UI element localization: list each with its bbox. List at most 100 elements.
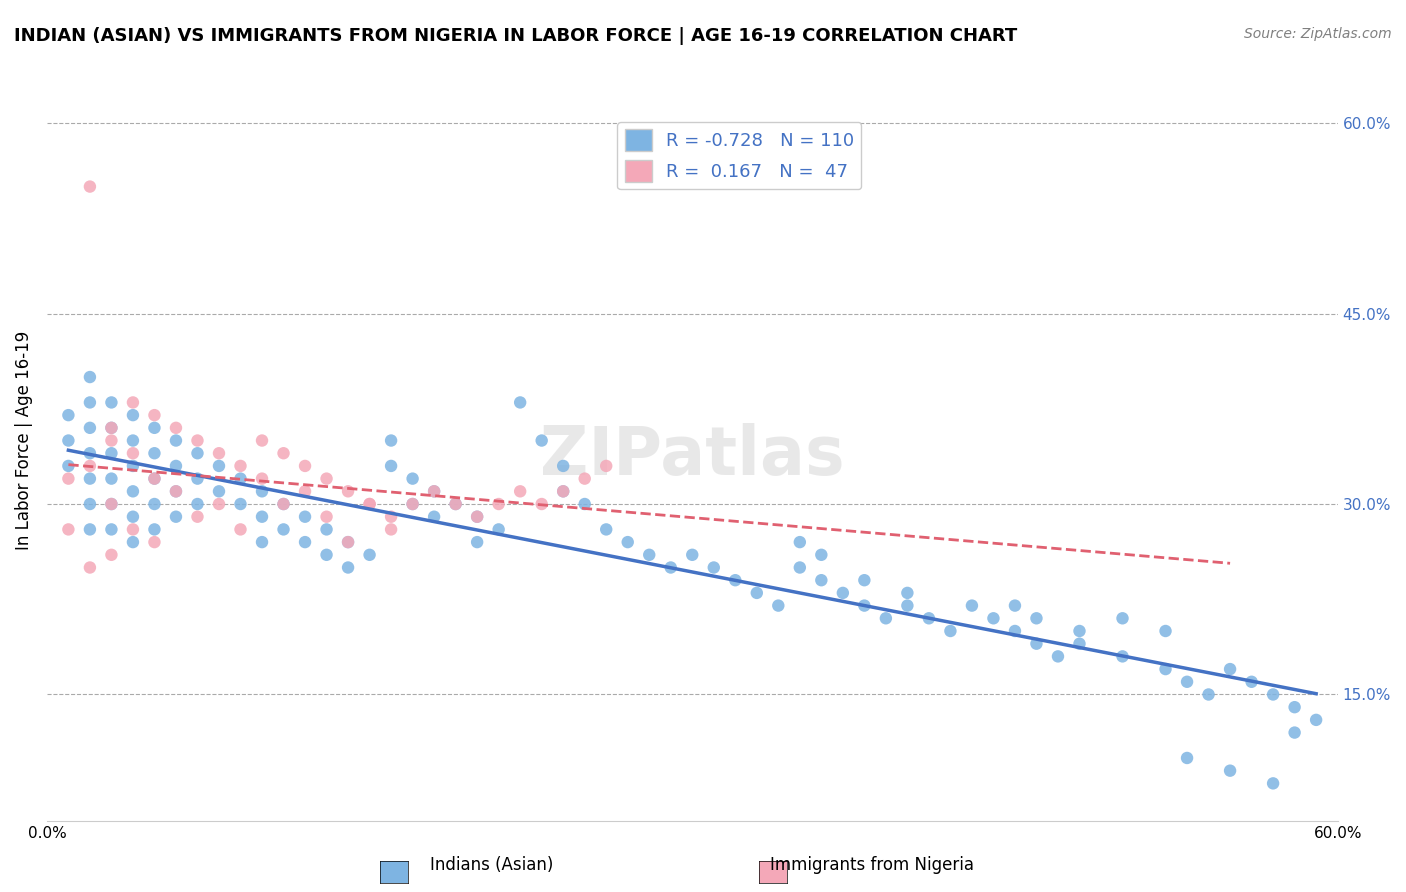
Point (530, 497, 553, 511)
Point (768, 599, 790, 613)
Point (100, 434, 122, 448)
Point (659, 560, 682, 574)
Point (810, 548, 832, 562)
Point (79, 472, 101, 486)
Point (250, 472, 273, 486)
Point (509, 484, 531, 499)
Point (1305, 713, 1327, 727)
Point (810, 573, 832, 587)
Point (294, 484, 316, 499)
Point (208, 484, 231, 499)
Point (595, 458, 617, 473)
Point (553, 484, 575, 499)
Point (229, 523, 252, 537)
Point (79, 421, 101, 435)
Point (401, 497, 423, 511)
Point (359, 497, 381, 511)
Point (100, 523, 122, 537)
Point (703, 560, 725, 574)
Point (853, 573, 876, 587)
Point (423, 484, 446, 499)
Point (724, 573, 747, 587)
Point (294, 535, 316, 549)
Point (315, 509, 337, 524)
Point (315, 472, 337, 486)
Point (122, 434, 145, 448)
Point (380, 523, 402, 537)
Point (143, 421, 166, 435)
Point (58, 458, 80, 473)
Point (143, 497, 166, 511)
Point (918, 611, 941, 625)
Point (100, 497, 122, 511)
Point (250, 434, 273, 448)
Point (1025, 637, 1047, 651)
Point (530, 434, 553, 448)
Point (896, 586, 918, 600)
Point (553, 484, 575, 499)
Point (79, 523, 101, 537)
Point (100, 548, 122, 562)
Point (574, 497, 596, 511)
Point (1069, 624, 1091, 638)
Point (1154, 662, 1177, 676)
Point (465, 509, 488, 524)
Point (337, 535, 360, 549)
Point (250, 535, 273, 549)
Point (1046, 649, 1069, 664)
Point (143, 523, 166, 537)
Y-axis label: In Labor Force | Age 16-19: In Labor Force | Age 16-19 (15, 331, 32, 550)
Point (509, 395, 531, 409)
Point (1284, 725, 1306, 739)
Text: Source: ZipAtlas.com: Source: ZipAtlas.com (1244, 27, 1392, 41)
Point (488, 523, 510, 537)
Point (401, 497, 423, 511)
Point (1004, 599, 1026, 613)
Point (165, 458, 187, 473)
Point (143, 535, 166, 549)
Point (294, 458, 316, 473)
Point (79, 395, 101, 409)
Point (122, 446, 145, 460)
Point (553, 458, 575, 473)
Text: Indians (Asian): Indians (Asian) (430, 856, 554, 874)
Point (1240, 674, 1263, 689)
Point (100, 472, 122, 486)
Point (100, 421, 122, 435)
Point (58, 434, 80, 448)
Point (1175, 674, 1198, 689)
Point (100, 446, 122, 460)
Point (595, 523, 617, 537)
Point (380, 434, 402, 448)
Text: INDIAN (ASIAN) VS IMMIGRANTS FROM NIGERIA IN LABOR FORCE | AGE 16-19 CORRELATION: INDIAN (ASIAN) VS IMMIGRANTS FROM NIGERI… (14, 27, 1018, 45)
Point (208, 458, 231, 473)
Point (165, 509, 187, 524)
Point (1175, 751, 1198, 765)
Point (165, 484, 187, 499)
Point (315, 523, 337, 537)
Point (423, 509, 446, 524)
Point (229, 497, 252, 511)
Point (1004, 624, 1026, 638)
Point (122, 509, 145, 524)
Point (294, 509, 316, 524)
Point (143, 472, 166, 486)
Point (853, 599, 876, 613)
Point (380, 509, 402, 524)
Point (745, 586, 768, 600)
Point (186, 434, 208, 448)
Point (444, 497, 467, 511)
Point (58, 472, 80, 486)
Point (789, 535, 811, 549)
Point (143, 408, 166, 422)
Point (165, 421, 187, 435)
Point (1154, 624, 1177, 638)
Point (273, 446, 295, 460)
Point (983, 611, 1005, 625)
Point (896, 599, 918, 613)
Point (143, 446, 166, 460)
Point (208, 446, 231, 460)
Point (465, 509, 488, 524)
Point (79, 560, 101, 574)
Point (208, 497, 231, 511)
